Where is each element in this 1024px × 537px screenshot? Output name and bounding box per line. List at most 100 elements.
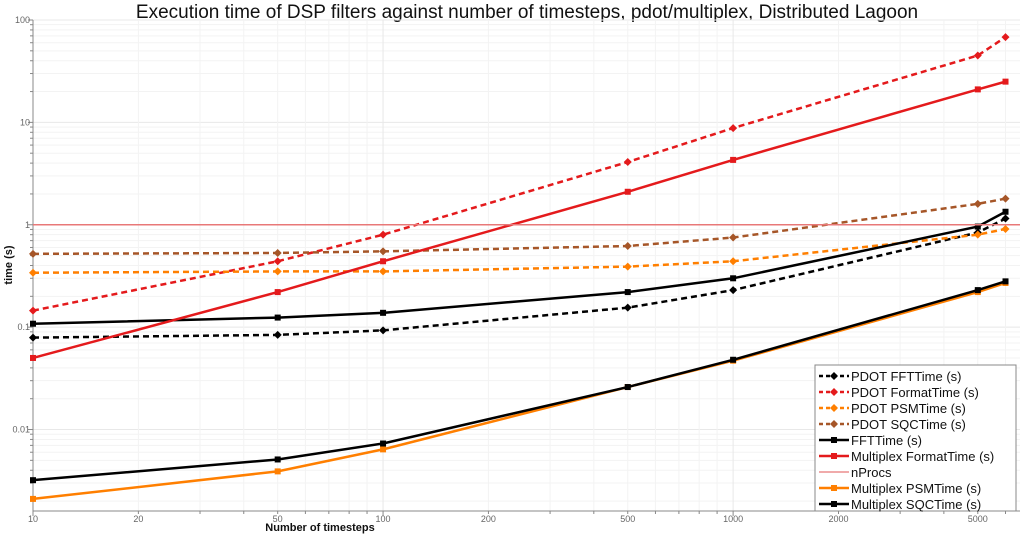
legend-marker bbox=[831, 453, 837, 459]
x-tick-label: 5000 bbox=[968, 514, 988, 524]
x-tick-label: 10 bbox=[28, 514, 38, 524]
data-point bbox=[380, 309, 387, 316]
data-point bbox=[730, 356, 737, 363]
x-tick-label: 200 bbox=[481, 514, 496, 524]
data-point bbox=[729, 124, 738, 133]
series-line bbox=[32, 210, 1007, 325]
data-point bbox=[30, 320, 36, 327]
data-point bbox=[30, 477, 36, 484]
legend-item: Multiplex FormatTime (s) bbox=[819, 449, 994, 464]
series-line bbox=[32, 36, 1007, 312]
data-point bbox=[379, 267, 388, 276]
data-point bbox=[273, 330, 282, 339]
data-point bbox=[1002, 278, 1009, 285]
data-point bbox=[973, 230, 982, 239]
data-point bbox=[29, 249, 37, 258]
legend-item: Multiplex PSMTime (s) bbox=[819, 481, 981, 496]
legend-item: FFTTime (s) bbox=[819, 433, 922, 448]
y-tick-label: 0.01 bbox=[12, 425, 30, 435]
legend-label: PDOT FormatTime (s) bbox=[851, 385, 979, 400]
x-tick-label: 2000 bbox=[828, 514, 848, 524]
legend-label: Multiplex FormatTime (s) bbox=[851, 449, 994, 464]
data-point bbox=[624, 384, 631, 391]
legend-item: nProcs bbox=[819, 465, 892, 480]
x-tick-label: 500 bbox=[620, 514, 635, 524]
legend-item: PDOT SQCTime (s) bbox=[819, 417, 966, 432]
y-tick-label: 10 bbox=[20, 117, 30, 127]
data-point bbox=[730, 275, 737, 282]
data-point bbox=[973, 51, 982, 60]
y-axis-label: time (s) bbox=[3, 245, 15, 284]
data-point bbox=[623, 303, 632, 312]
x-tick-label: 1000 bbox=[723, 514, 743, 524]
legend-label: PDOT PSMTime (s) bbox=[851, 401, 966, 416]
series-pdot-psmtime-s- bbox=[29, 224, 1010, 277]
series-line bbox=[32, 197, 1006, 256]
series-ffttime-s- bbox=[30, 208, 1009, 327]
x-tick-label: 100 bbox=[376, 514, 391, 524]
series-line bbox=[32, 80, 1006, 360]
data-point bbox=[379, 326, 388, 335]
data-point bbox=[274, 456, 281, 463]
data-point bbox=[1002, 78, 1009, 85]
data-point bbox=[730, 156, 737, 163]
data-point bbox=[974, 223, 981, 230]
data-point bbox=[1001, 194, 1010, 203]
data-point bbox=[274, 468, 281, 475]
legend-item: Multiplex SQCTime (s) bbox=[819, 497, 981, 512]
data-point bbox=[379, 247, 388, 256]
data-point bbox=[1001, 214, 1010, 223]
legend-item: PDOT FormatTime (s) bbox=[819, 385, 979, 400]
series-pdot-sqctime-s- bbox=[29, 194, 1010, 258]
series-pdot-formattime-s- bbox=[29, 33, 1010, 315]
data-point bbox=[974, 86, 981, 93]
data-point bbox=[623, 262, 632, 271]
legend-marker bbox=[831, 437, 837, 443]
legend-marker bbox=[830, 372, 838, 380]
x-tick-label: 20 bbox=[133, 514, 143, 524]
data-point bbox=[729, 286, 738, 295]
series-multiplex-sqctime-s- bbox=[30, 278, 1009, 484]
data-point bbox=[380, 446, 387, 453]
data-point bbox=[729, 257, 738, 266]
data-point bbox=[380, 440, 387, 447]
x-tick-label: 50 bbox=[273, 514, 283, 524]
data-point bbox=[30, 495, 36, 502]
data-point bbox=[623, 242, 632, 251]
legend-label: Multiplex PSMTime (s) bbox=[851, 481, 981, 496]
data-point bbox=[973, 199, 982, 208]
y-tick-label: 100 bbox=[15, 15, 30, 25]
legend-marker bbox=[831, 501, 837, 507]
data-point bbox=[273, 267, 282, 276]
series-multiplex-formattime-s- bbox=[30, 78, 1009, 361]
y-tick-label: 1 bbox=[25, 220, 30, 230]
data-point bbox=[273, 248, 282, 257]
y-tick-label: 0.1 bbox=[17, 322, 30, 332]
legend-label: Multiplex SQCTime (s) bbox=[851, 497, 981, 512]
data-point bbox=[29, 306, 37, 315]
legend-label: PDOT FFTTime (s) bbox=[851, 369, 962, 384]
data-point bbox=[1002, 208, 1009, 215]
data-point bbox=[729, 233, 738, 242]
legend-item: PDOT FFTTime (s) bbox=[819, 369, 962, 384]
legend-label: nProcs bbox=[851, 465, 892, 480]
data-point bbox=[380, 258, 387, 265]
legend-marker bbox=[830, 404, 838, 412]
data-point bbox=[274, 289, 281, 296]
data-point bbox=[379, 230, 388, 239]
legend-box bbox=[814, 364, 1017, 512]
data-point bbox=[624, 289, 631, 296]
legend-item: PDOT PSMTime (s) bbox=[819, 401, 966, 416]
data-point bbox=[623, 158, 632, 167]
legend-marker bbox=[831, 485, 837, 491]
data-point bbox=[1001, 224, 1010, 233]
data-point bbox=[1001, 33, 1010, 42]
legend-marker bbox=[830, 388, 838, 396]
legend-marker bbox=[830, 420, 838, 428]
data-point bbox=[274, 314, 281, 321]
x-axis-label: Number of timesteps bbox=[265, 522, 374, 534]
data-point bbox=[974, 287, 981, 294]
legend: PDOT FFTTime (s)PDOT FormatTime (s)PDOT … bbox=[814, 364, 1017, 512]
data-point bbox=[624, 188, 631, 195]
